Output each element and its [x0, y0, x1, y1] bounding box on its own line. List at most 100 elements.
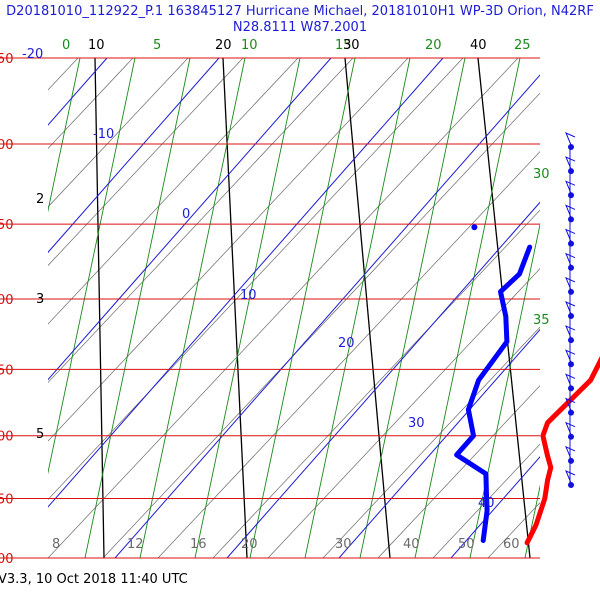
- reference-line: [322, 326, 540, 558]
- reference-line: [48, 57, 244, 266]
- mixing-ratio-label: 5: [153, 38, 161, 53]
- pressure-tick-label: 00: [0, 293, 14, 308]
- footer-text: V3.3, 10 Oct 2018 11:40 UTC: [0, 572, 188, 587]
- pressure-tick-label: 50: [0, 493, 14, 508]
- reference-line: [48, 57, 189, 208]
- wind-barb-flag: [565, 421, 576, 435]
- bottom-axis-label: 8: [52, 537, 60, 552]
- isotherm-line: [114, 74, 540, 558]
- isotherm-line: [48, 57, 220, 254]
- wind-barb-flag: [565, 445, 576, 460]
- wind-barb-dot: [568, 409, 574, 416]
- wind-barb-dot: [568, 168, 574, 175]
- mixing-ratio-lines: [48, 57, 540, 558]
- dewpoint-trace: [454, 244, 533, 543]
- wind-barb-flag: [565, 325, 576, 339]
- reference-lines: [48, 57, 540, 558]
- isobar-lines: [0, 57, 540, 559]
- mixing-ratio-label: 15: [335, 38, 352, 53]
- isotherm-label: 0: [182, 207, 190, 222]
- height-km-label: 3: [36, 292, 44, 307]
- temperature-trace: [524, 355, 600, 546]
- wind-barb-dot: [568, 361, 574, 368]
- pressure-tick-label: 50: [0, 52, 14, 67]
- reference-line: [212, 209, 540, 558]
- isotherm-line: [48, 57, 444, 508]
- bottom-axis-label: 60: [503, 537, 520, 552]
- reference-line: [377, 385, 540, 558]
- pressure-tick-label: 50: [0, 363, 14, 378]
- dry-adiabat-label: 10: [88, 38, 105, 53]
- mixing-ratio-line: [194, 57, 301, 558]
- mixing-ratio-label: 35: [533, 313, 550, 328]
- reference-line: [48, 57, 354, 383]
- mixing-ratio-label: 25: [514, 38, 531, 53]
- height-km-label: 2: [36, 192, 44, 207]
- pressure-tick-label: 00: [0, 138, 14, 153]
- reference-line: [48, 57, 519, 558]
- mixing-ratio-line: [414, 57, 521, 558]
- wind-barb-dot: [568, 385, 574, 392]
- dewpoint-top-point: [471, 224, 478, 231]
- isotherm-label: -10: [93, 127, 114, 142]
- wind-barb-flag: [565, 397, 576, 411]
- wind-barb-flag: [565, 204, 576, 218]
- sounding-traces: [454, 224, 600, 546]
- reference-line: [48, 57, 409, 442]
- isotherm-label: 30: [408, 416, 425, 431]
- isotherm-line: [226, 201, 540, 558]
- wind-barb-dot: [568, 433, 574, 440]
- chart-title-line1: D20181010_112922_P.1 163845127 Hurricane…: [6, 4, 594, 19]
- height-km-label: 5: [36, 427, 44, 442]
- mixing-ratio-line: [48, 57, 81, 213]
- wind-barb-dot: [568, 192, 574, 199]
- mixing-ratio-line: [249, 57, 356, 558]
- isotherm-label: 40: [478, 496, 495, 511]
- wind-barb-dot: [568, 457, 574, 464]
- wind-barbs: [565, 132, 576, 488]
- wind-barb-flag: [565, 156, 576, 170]
- reference-line: [48, 57, 134, 149]
- mixing-ratio-line: [48, 57, 136, 475]
- isotherm-line: [48, 57, 332, 381]
- wind-barb-flag: [565, 276, 576, 291]
- pressure-tick-label: 00: [0, 430, 14, 445]
- wind-barb-dot: [568, 216, 574, 223]
- reference-line: [157, 151, 540, 558]
- isotherm-label: 20: [338, 336, 355, 351]
- bottom-axis-label: 50: [458, 537, 475, 552]
- wind-barb-flag: [565, 228, 576, 242]
- isotherm-label: -20: [22, 47, 43, 62]
- wind-barb-dot: [568, 240, 574, 247]
- mixing-ratio-label: 10: [241, 38, 258, 53]
- chart-title-line2: N28.8111 W87.2001: [233, 20, 367, 35]
- wind-barb-flag: [565, 301, 576, 315]
- dry-adiabat-label: 20: [215, 38, 232, 53]
- isotherm-line: [450, 456, 540, 558]
- mixing-ratio-line: [304, 57, 411, 558]
- wind-barb-flag: [565, 470, 576, 484]
- reference-line: [102, 92, 540, 558]
- wind-barb-dot: [568, 144, 574, 150]
- wind-barb-dot: [568, 482, 574, 488]
- dry-adiabat-line: [222, 57, 248, 558]
- bottom-axis-label: 30: [335, 537, 352, 552]
- mixing-ratio-line: [359, 57, 466, 558]
- wind-barb-dot: [568, 264, 574, 271]
- dry-adiabat-label: 30: [343, 38, 360, 53]
- isotherm-label: 10: [240, 288, 257, 303]
- mixing-ratio-line: [84, 57, 191, 558]
- reference-line: [48, 57, 464, 501]
- wind-barb-flag: [565, 132, 576, 146]
- bottom-axis-label: 40: [403, 537, 420, 552]
- pressure-tick-label: 00: [0, 552, 14, 567]
- isotherm-line: [338, 328, 540, 558]
- bottom-axis-label: 12: [127, 537, 144, 552]
- wind-barb-flag: [565, 349, 576, 363]
- reference-line: [48, 57, 299, 325]
- reference-line: [432, 443, 540, 558]
- isotherm-lines: [48, 57, 540, 558]
- wind-barb-dot: [568, 337, 574, 344]
